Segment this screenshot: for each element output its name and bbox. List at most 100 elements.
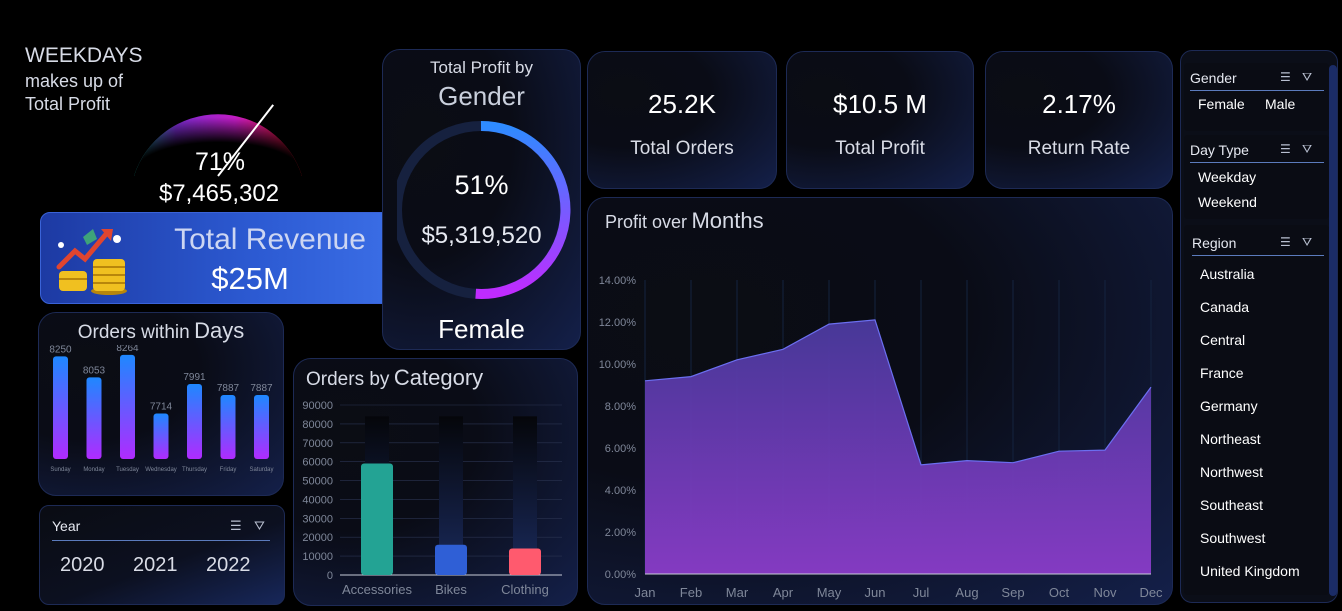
gender-label: Female — [438, 314, 525, 344]
day-tick-label: Tuesday — [116, 467, 139, 473]
day-bar — [187, 383, 202, 459]
kpi-total-orders: 25.2K Total Orders — [587, 51, 777, 189]
gender-value: $5,319,520 — [421, 222, 542, 249]
month-y-tick: 4.00% — [605, 485, 636, 497]
day-value-label: 8053 — [83, 365, 106, 376]
month-x-label: Sep — [1001, 585, 1024, 600]
multiselect-icon[interactable]: ☰ — [1280, 235, 1291, 249]
profit-months-chart: 14.00% 12.00% 10.00% 8.00% 6.00% 4.00% 2.00% 0.… — [599, 275, 1163, 600]
day-tick-label: Wednesday — [145, 467, 177, 473]
day-value-label: 7991 — [183, 372, 206, 383]
orders-category-title-big: Category — [393, 365, 484, 390]
gender-item-female[interactable]: Female — [1198, 96, 1245, 112]
region-item-australia[interactable]: Australia — [1200, 266, 1255, 282]
day-tick-label: Sunday — [50, 467, 70, 473]
category-x-label: Accessories — [342, 582, 413, 597]
slicer-panel-right-bar — [1329, 65, 1337, 596]
month-y-tick: 6.00% — [605, 443, 636, 455]
day-bar — [120, 354, 135, 459]
profit-months-title-big: Months — [691, 208, 764, 233]
weekdays-gauge — [134, 104, 302, 177]
weekdays-gauge-title: WEEKDAYS makes up of Total Profit — [25, 44, 155, 115]
month-x-label: Mar — [726, 585, 749, 600]
donut-female-arc — [475, 120, 571, 299]
region-item-france[interactable]: France — [1200, 365, 1244, 381]
slicer-panel: Gender ☰ ⛛ Female Male Day Type ☰ ⛛ Week… — [1180, 50, 1338, 603]
day-tick-label: Friday — [220, 467, 237, 473]
region-item-united-kingdom[interactable]: United Kingdom — [1200, 563, 1300, 579]
clear-filter-icon[interactable]: ⛛ — [1302, 235, 1313, 249]
daytype-slicer-header: Day Type — [1190, 142, 1249, 158]
month-y-tick: 12.00% — [599, 317, 637, 329]
month-x-label: Apr — [773, 585, 794, 600]
region-slicer: Region ☰ ⛛ Australia Canada Central Fran… — [1184, 225, 1329, 595]
day-value-label: 8264 — [116, 345, 139, 354]
daytype-slicer: Day Type ☰ ⛛ Weekday Weekend — [1184, 135, 1329, 219]
region-slicer-header: Region — [1192, 235, 1237, 251]
region-item-northeast[interactable]: Northeast — [1200, 431, 1261, 447]
gauge-value: $7,465,302 — [158, 180, 280, 207]
multiselect-icon[interactable]: ☰ — [1280, 142, 1291, 156]
day-value-label: 7887 — [217, 383, 240, 394]
gauge-title-line1: WEEKDAYS — [25, 44, 143, 67]
kpi-return-rate-value: 2.17% — [1042, 89, 1116, 119]
month-y-tick: 10.00% — [599, 359, 637, 371]
day-tick-label: Saturday — [249, 467, 273, 473]
year-item-2021[interactable]: 2021 — [133, 554, 178, 576]
region-item-central[interactable]: Central — [1200, 332, 1246, 348]
gauge-needle — [217, 104, 274, 177]
category-y-tick: 60000 — [302, 457, 333, 469]
region-item-northwest[interactable]: Northwest — [1200, 464, 1264, 480]
orders-days-card: Orders within Days 8250 Sunday 8053 Monday 8… — [38, 312, 284, 496]
gender-item-male[interactable]: Male — [1265, 96, 1296, 112]
month-y-tick: 2.00% — [605, 527, 636, 539]
profit-months-title: Profit over Months — [605, 208, 764, 234]
total-revenue-card: Total Revenue $25M — [40, 212, 397, 304]
gauge-title-line3: Total Profit — [25, 94, 111, 114]
day-bar — [254, 395, 269, 459]
month-x-label: Jan — [635, 585, 656, 600]
gauge-percent: 71% — [194, 148, 246, 176]
revenue-value: $25M — [211, 261, 289, 296]
clear-filter-icon[interactable]: ⛛ — [1302, 70, 1313, 84]
multiselect-icon[interactable]: ☰ — [230, 518, 242, 533]
orders-days-title: Orders within Days — [39, 318, 283, 344]
month-x-label: Nov — [1093, 585, 1117, 600]
gauge-inner-shadow — [134, 114, 302, 176]
month-x-label: Oct — [1049, 585, 1070, 600]
category-x-label: Clothing — [501, 582, 549, 597]
region-item-southeast[interactable]: Southeast — [1200, 497, 1264, 513]
profit-line — [644, 319, 1152, 466]
category-y-tick: 10000 — [302, 551, 333, 563]
gauge-title-line2: makes up of — [25, 71, 124, 91]
gender-card-title-big: Gender — [438, 81, 525, 111]
region-item-southwest[interactable]: Southwest — [1200, 530, 1266, 546]
kpi-total-orders-label: Total Orders — [630, 138, 734, 159]
year-slicer-divider — [52, 540, 270, 541]
clear-filter-icon[interactable]: ⛛ — [254, 518, 265, 533]
category-y-tick: 30000 — [302, 513, 333, 525]
month-y-tick: 8.00% — [605, 401, 636, 413]
daytype-item-weekday[interactable]: Weekday — [1198, 169, 1257, 185]
region-slicer-divider — [1192, 255, 1324, 256]
category-y-tick: 90000 — [302, 400, 333, 412]
clear-filter-icon[interactable]: ⛛ — [1302, 142, 1313, 156]
region-item-canada[interactable]: Canada — [1200, 299, 1250, 315]
kpi-return-rate: 2.17% Return Rate — [985, 51, 1173, 189]
orders-category-title: Orders by Category — [306, 365, 483, 391]
year-item-2022[interactable]: 2022 — [206, 554, 251, 576]
category-bar — [361, 463, 393, 575]
day-value-label: 7714 — [150, 402, 173, 413]
kpi-total-profit: $10.5 M Total Profit — [786, 51, 974, 189]
kpi-return-rate-label: Return Rate — [1027, 138, 1131, 159]
region-item-germany[interactable]: Germany — [1200, 398, 1258, 414]
profit-months-card: Profit over Months 14.00% 12.00% 10.00% 8.0… — [587, 197, 1173, 605]
revenue-coins-icon — [53, 225, 133, 295]
year-item-2020[interactable]: 2020 — [60, 554, 105, 576]
day-tick-label: Thursday — [182, 467, 207, 473]
gender-slicer-divider — [1190, 90, 1324, 91]
daytype-item-weekend[interactable]: Weekend — [1198, 194, 1257, 210]
year-slicer: Year ☰ ⛛ 2020 2021 2022 — [39, 505, 285, 605]
multiselect-icon[interactable]: ☰ — [1280, 70, 1291, 84]
daytype-slicer-divider — [1190, 162, 1324, 163]
